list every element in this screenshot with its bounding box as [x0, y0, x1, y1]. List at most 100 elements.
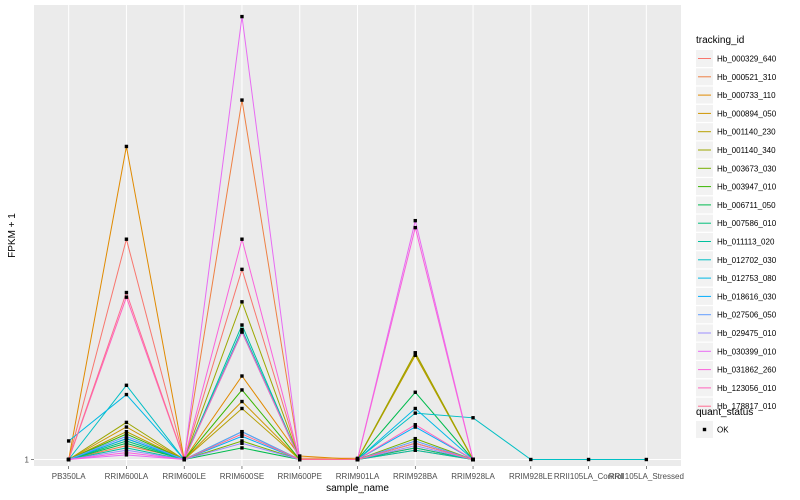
data-point: [66, 457, 71, 462]
x-tick-label: RRII105LA_Stressed: [609, 472, 684, 481]
data-point: [413, 423, 417, 427]
legend-label: Hb_012702_030: [717, 256, 777, 265]
legend-label: Hb_000329_640: [717, 55, 777, 64]
series-line: [68, 323, 474, 461]
data-point: [66, 439, 71, 443]
data-point: [240, 432, 244, 436]
legend-label: Hb_000733_110: [717, 91, 776, 100]
series-line: [68, 290, 474, 461]
x-tick-label: RRIM928LE: [509, 472, 553, 481]
legend-label: Hb_001140_230: [717, 128, 776, 137]
x-tick-label: RRIM901LA: [336, 472, 380, 481]
data-point: [182, 457, 186, 462]
x-tick-label: RRIM600LE: [162, 472, 206, 481]
data-point: [529, 457, 533, 462]
x-tick-label: RRIM600SE: [220, 472, 264, 481]
data-point: [124, 436, 129, 441]
legend2-label: OK: [717, 426, 729, 435]
data-point: [471, 416, 475, 420]
series-lines: [68, 16, 647, 462]
data-point: [240, 98, 244, 102]
data-point: [124, 420, 129, 425]
series-line: [68, 426, 474, 461]
x-tick-label: RRII105LA_Control: [554, 472, 624, 481]
x-tick-label: RRIM928LA: [451, 472, 495, 481]
series-line: [68, 227, 474, 461]
data-point: [124, 425, 129, 429]
series-line: [68, 300, 474, 461]
data-point: [413, 353, 417, 357]
series-line: [68, 431, 474, 461]
data-point: [124, 453, 129, 457]
data-point: [124, 392, 129, 397]
series-line: [68, 295, 474, 461]
data-point: [413, 351, 417, 355]
data-point: [240, 237, 244, 241]
data-point: [413, 425, 417, 429]
data-point: [124, 446, 129, 450]
legend-label: Hb_012753_080: [717, 274, 777, 283]
data-point: [413, 390, 417, 394]
series-points: [66, 14, 649, 462]
data-point: [124, 450, 129, 455]
legend2-key-point: [702, 427, 707, 432]
data-point: [124, 432, 129, 436]
x-axis: PB350LA RRIM600LA RRIM600LE RRIM600SE RRIM60…: [52, 466, 684, 481]
series-line: [68, 442, 474, 461]
y-axis: 1: [25, 456, 34, 465]
data-point: [413, 218, 417, 223]
data-point: [298, 457, 302, 462]
x-tick-label: PB350LA: [52, 472, 86, 481]
data-point: [413, 441, 417, 445]
data-point: [124, 429, 129, 434]
data-point: [413, 225, 417, 230]
data-point: [413, 443, 417, 448]
data-point: [240, 429, 244, 434]
legend-label: Hb_001140_340: [717, 146, 776, 155]
legend-label: Hb_003673_030: [717, 164, 777, 173]
legend-label: Hb_011113_020: [717, 238, 775, 247]
x-axis-title: sample_name: [326, 483, 389, 494]
data-point: [240, 327, 244, 332]
data-point: [124, 443, 129, 448]
data-point: [240, 323, 244, 327]
data-point: [240, 441, 244, 445]
data-point: [240, 374, 244, 378]
legend-label: Hb_027506_050: [717, 311, 777, 320]
data-point: [124, 434, 129, 439]
data-point: [240, 406, 244, 411]
data-point: [471, 457, 475, 462]
data-point: [124, 237, 129, 241]
series-line: [68, 16, 474, 461]
legend-label: Hb_000894_050: [717, 109, 777, 118]
legend-quant-status: quant_status OK: [696, 407, 753, 438]
x-tick-label: RRIM600PE: [277, 472, 321, 481]
gridlines: [34, 5, 681, 466]
data-point: [240, 14, 244, 19]
legend-label: Hb_123056_010: [717, 384, 777, 393]
data-point: [124, 441, 129, 445]
legend2-title: quant_status: [696, 407, 753, 418]
data-point: [240, 446, 244, 450]
data-point: [240, 267, 244, 272]
legend-label: Hb_000521_310: [717, 73, 777, 82]
data-point: [240, 439, 244, 443]
legend-label: Hb_007586_010: [717, 219, 777, 228]
data-point: [240, 330, 244, 334]
data-point: [413, 439, 417, 443]
legend-label: Hb_018616_030: [717, 292, 777, 301]
legend-label: Hb_178817_010: [717, 402, 777, 411]
data-point: [413, 411, 417, 415]
data-point: [413, 406, 417, 411]
data-point: [240, 388, 244, 392]
series-line: [68, 354, 474, 461]
data-point: [124, 383, 129, 388]
legend-label: Hb_031862_260: [717, 366, 777, 375]
legend-label: Hb_006711_050: [717, 201, 776, 210]
data-point: [124, 448, 129, 452]
series-line: [68, 391, 474, 461]
data-point: [413, 446, 417, 450]
data-point: [298, 454, 302, 458]
x-tick-label: RRIM928BA: [393, 472, 438, 481]
legend-label: Hb_029475_010: [717, 329, 777, 338]
